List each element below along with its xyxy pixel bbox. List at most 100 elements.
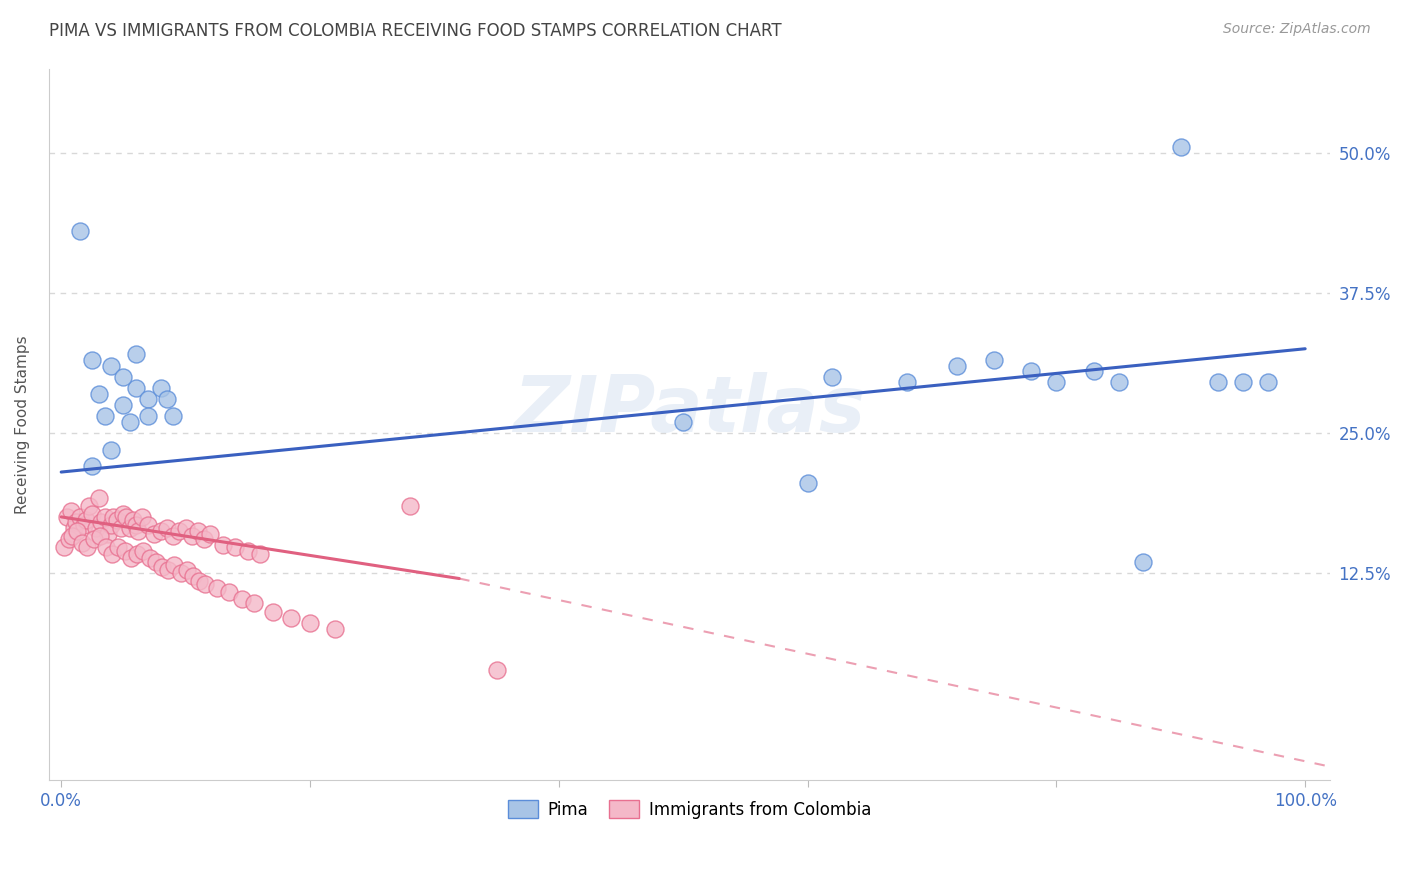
- Point: [89, 529, 111, 543]
- Point: [87, 491, 110, 505]
- Point: [896, 376, 918, 390]
- Point: [52, 540, 75, 554]
- Point: [145, 555, 167, 569]
- Text: PIMA VS IMMIGRANTS FROM COLOMBIA RECEIVING FOOD STAMPS CORRELATION CHART: PIMA VS IMMIGRANTS FROM COLOMBIA RECEIVI…: [49, 22, 782, 40]
- Point: [249, 547, 271, 561]
- Point: [946, 359, 969, 373]
- Point: [298, 616, 321, 631]
- Point: [62, 521, 84, 535]
- Point: [1132, 555, 1154, 569]
- Point: [280, 611, 302, 625]
- Point: [236, 543, 259, 558]
- Y-axis label: Receiving Food Stamps: Receiving Food Stamps: [15, 335, 30, 514]
- Point: [115, 509, 138, 524]
- Point: [72, 535, 94, 549]
- Point: [125, 381, 148, 395]
- Point: [156, 392, 179, 407]
- Point: [243, 596, 266, 610]
- Point: [112, 369, 135, 384]
- Point: [100, 517, 122, 532]
- Point: [56, 509, 79, 524]
- Point: [200, 526, 222, 541]
- Point: [69, 509, 91, 524]
- Point: [93, 509, 115, 524]
- Point: [231, 591, 253, 606]
- Point: [180, 529, 202, 543]
- Text: ZIPatlas: ZIPatlas: [513, 372, 866, 448]
- Point: [143, 526, 166, 541]
- Point: [1045, 376, 1067, 390]
- Point: [82, 353, 104, 368]
- Point: [100, 359, 122, 373]
- Point: [136, 517, 159, 532]
- Point: [82, 459, 104, 474]
- Point: [114, 543, 136, 558]
- Point: [125, 547, 148, 561]
- Point: [983, 353, 1005, 368]
- Point: [205, 581, 228, 595]
- Point: [112, 398, 135, 412]
- Point: [181, 569, 204, 583]
- Point: [90, 516, 112, 530]
- Point: [224, 540, 246, 554]
- Point: [105, 513, 128, 527]
- Point: [75, 513, 97, 527]
- Point: [1021, 364, 1043, 378]
- Text: Source: ZipAtlas.com: Source: ZipAtlas.com: [1223, 22, 1371, 37]
- Point: [107, 540, 129, 554]
- Point: [796, 476, 818, 491]
- Point: [136, 409, 159, 423]
- Point: [60, 504, 83, 518]
- Point: [103, 509, 125, 524]
- Point: [83, 533, 105, 547]
- Point: [169, 566, 191, 580]
- Point: [131, 509, 153, 524]
- Point: [149, 381, 172, 395]
- Point: [187, 524, 209, 539]
- Point: [72, 517, 94, 532]
- Point: [66, 524, 89, 539]
- Point: [176, 563, 198, 577]
- Point: [84, 521, 107, 535]
- Point: [1083, 364, 1105, 378]
- Point: [1108, 376, 1130, 390]
- Point: [112, 507, 135, 521]
- Point: [174, 521, 197, 535]
- Point: [120, 551, 142, 566]
- Point: [1257, 376, 1279, 390]
- Point: [122, 513, 145, 527]
- Point: [149, 524, 172, 539]
- Point: [58, 533, 80, 547]
- Point: [138, 551, 160, 566]
- Point: [218, 585, 240, 599]
- Point: [110, 521, 132, 535]
- Point: [125, 517, 148, 532]
- Point: [118, 521, 141, 535]
- Point: [136, 392, 159, 407]
- Point: [188, 574, 211, 588]
- Point: [60, 529, 83, 543]
- Point: [82, 507, 104, 521]
- Point: [157, 563, 180, 577]
- Point: [65, 516, 87, 530]
- Point: [69, 224, 91, 238]
- Point: [398, 499, 420, 513]
- Point: [162, 409, 184, 423]
- Point: [672, 415, 695, 429]
- Point: [97, 526, 120, 541]
- Point: [212, 538, 235, 552]
- Point: [76, 540, 98, 554]
- Point: [156, 521, 179, 535]
- Point: [118, 415, 141, 429]
- Legend: Pima, Immigrants from Colombia: Pima, Immigrants from Colombia: [501, 793, 877, 825]
- Point: [100, 442, 122, 457]
- Point: [163, 558, 186, 573]
- Point: [162, 529, 184, 543]
- Point: [821, 369, 844, 384]
- Point: [485, 664, 508, 678]
- Point: [150, 560, 173, 574]
- Point: [262, 605, 284, 619]
- Point: [169, 524, 191, 539]
- Point: [93, 409, 115, 423]
- Point: [77, 499, 100, 513]
